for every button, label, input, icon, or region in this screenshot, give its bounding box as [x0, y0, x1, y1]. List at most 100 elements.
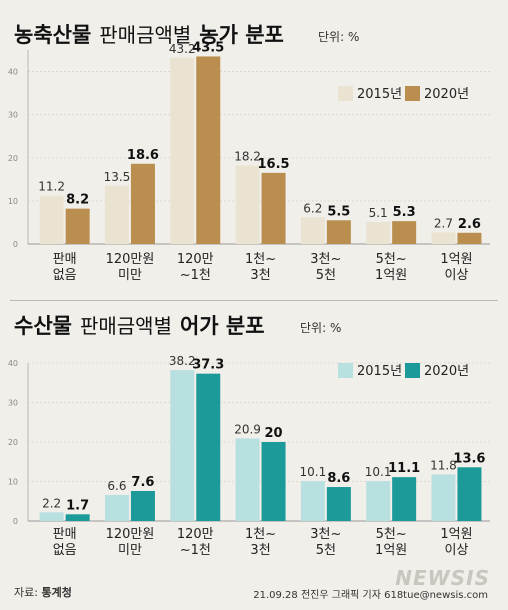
chart2-legend-swatch: [338, 363, 353, 378]
chart1-value-label: 18.6: [127, 148, 159, 163]
chart2-legend-swatch: [405, 363, 420, 378]
chart2-category-label: 1억원: [375, 543, 407, 558]
section-divider: [10, 300, 498, 301]
chart2-unit-label: 단위: %: [300, 321, 341, 335]
chart2-category-label: ~1천: [180, 543, 211, 558]
chart2-bar-2020: [261, 442, 286, 521]
source-name: 통계청: [41, 586, 72, 599]
footer: 자료: 통계청 21.09.28 전진우 그래픽 기자 618tue@newsi…: [14, 584, 494, 604]
chart2-value-label: 1.7: [66, 498, 89, 513]
chart1-category-label: 3천~: [310, 252, 341, 267]
chart1-bar-2015: [170, 57, 195, 245]
chart1-value-label: 2.6: [458, 217, 481, 232]
chart2-value-label: 37.3: [192, 358, 224, 373]
chart1-category-label: 1억원: [440, 252, 472, 267]
chart1-bar-2015: [431, 232, 456, 244]
chart2-category-label: 5천~: [376, 527, 407, 542]
chart2-y-tick: 0: [13, 517, 18, 526]
chart1-category-label: ~1천: [180, 268, 211, 283]
chart1-y-tick: 20: [8, 154, 18, 163]
chart1-value-label: 5.1: [369, 206, 388, 220]
chart1-bar-2015: [366, 222, 391, 244]
chart2-category-label: 5천: [316, 543, 336, 558]
chart2-y-tick: 20: [8, 438, 18, 447]
chart2-bar-2015: [431, 474, 456, 521]
chart1-title-sub: 판매금액별: [99, 23, 191, 47]
chart1-value-label: 8.2: [66, 193, 89, 208]
chart2-legend-label: 2015년: [357, 364, 402, 379]
chart1-value-label: 2.7: [434, 216, 453, 230]
chart2-bar-2015: [366, 481, 391, 521]
chart2-bar-2015: [235, 438, 260, 521]
chart1-bar-2020: [457, 232, 482, 244]
chart1-value-label: 18.2: [234, 150, 261, 164]
chart1-bar-2015: [300, 217, 325, 244]
chart2-bar-2020: [392, 477, 417, 521]
chart1-bar-2015: [235, 165, 260, 244]
chart2-value-label: 7.6: [131, 475, 154, 490]
chart1-value-label: 16.5: [258, 157, 290, 172]
chart2-y-tick: 40: [8, 359, 18, 368]
chart2-title: 수산물 판매금액별 어가 분포: [14, 314, 265, 338]
chart1-bar-2020: [130, 163, 155, 244]
chart1-title-main: 농축산물: [14, 23, 91, 47]
chart2-category-label: 판매: [53, 527, 77, 542]
chart1-value-label: 13.5: [104, 170, 131, 184]
chart2-value-label: 38.2: [169, 354, 196, 368]
chart1-legend-swatch: [405, 86, 420, 101]
source-label: 자료:: [14, 586, 38, 599]
chart2-bar-2020: [130, 490, 155, 521]
chart2-bar-2015: [104, 494, 129, 521]
chart2-category-label: 이상: [444, 543, 468, 558]
chart2-y-tick: 10: [8, 478, 18, 487]
chart2-value-label: 20.9: [234, 422, 261, 436]
chart1-category-label: 120만원: [106, 252, 155, 267]
chart2-title-main: 수산물: [14, 314, 72, 338]
chart1-value-label: 43.2: [169, 42, 196, 56]
chart1-value-label: 5.3: [393, 205, 416, 220]
chart2-value-label: 20: [265, 426, 283, 441]
chart1-category-label: 미만: [118, 268, 142, 283]
chart2-category-label: 1천~: [245, 527, 276, 542]
chart1-unit-label: 단위: %: [318, 30, 359, 44]
chart2-bar-2020: [196, 373, 221, 521]
source-line: 자료: 통계청: [14, 584, 72, 600]
chart2-value-label: 10.1: [299, 465, 326, 479]
chart1-bar-2020: [196, 56, 221, 244]
chart1-category-label: 없음: [53, 268, 77, 283]
chart1-y-tick: 30: [8, 111, 18, 120]
chart1-title: 농축산물 판매금액별 농가 분포: [14, 23, 284, 47]
chart2-value-label: 2.2: [42, 496, 61, 510]
chart2-category-label: 미만: [118, 543, 142, 558]
chart1-bar-2015: [104, 185, 129, 244]
chart2-value-label: 8.6: [327, 471, 350, 486]
chart2-bar-2015: [170, 370, 195, 521]
chart2-category-label: 없음: [53, 543, 77, 558]
chart2-value-label: 6.6: [107, 479, 126, 493]
chart1-bar-2020: [326, 220, 351, 244]
chart2-category-label: 3천~: [310, 527, 341, 542]
chart1-category-label: 1천~: [245, 252, 276, 267]
chart1-bar-2020: [261, 172, 286, 244]
chart1-legend-label: 2015년: [357, 87, 402, 102]
chart1-value-label: 6.2: [303, 201, 322, 215]
chart1-legend-swatch: [338, 86, 353, 101]
chart2-category-label: 3천: [250, 543, 270, 558]
chart1-bar-2020: [392, 221, 417, 244]
chart2-value-label: 11.8: [430, 458, 457, 472]
chart2-title-sub: 판매금액별: [80, 314, 172, 338]
chart1-value-label: 11.2: [38, 180, 65, 194]
chart2-bar-2020: [65, 514, 90, 521]
chart2-title-bold: 어가 분포: [180, 314, 265, 338]
chart1-category-label: 5천~: [376, 252, 407, 267]
chart1-y-tick: 40: [8, 68, 18, 77]
chart1-category-label: 3천: [250, 268, 270, 283]
chart1-category-label: 이상: [444, 268, 468, 283]
chart2-value-label: 13.6: [453, 451, 485, 466]
chart1-y-tick: 10: [8, 197, 18, 206]
chart1-value-label: 43.5: [192, 40, 224, 55]
chart2-category-label: 1억원: [440, 527, 472, 542]
chart2-bar-2020: [326, 487, 351, 521]
chart2-bar-2015: [39, 512, 64, 521]
chart2-value-label: 11.1: [388, 461, 420, 476]
